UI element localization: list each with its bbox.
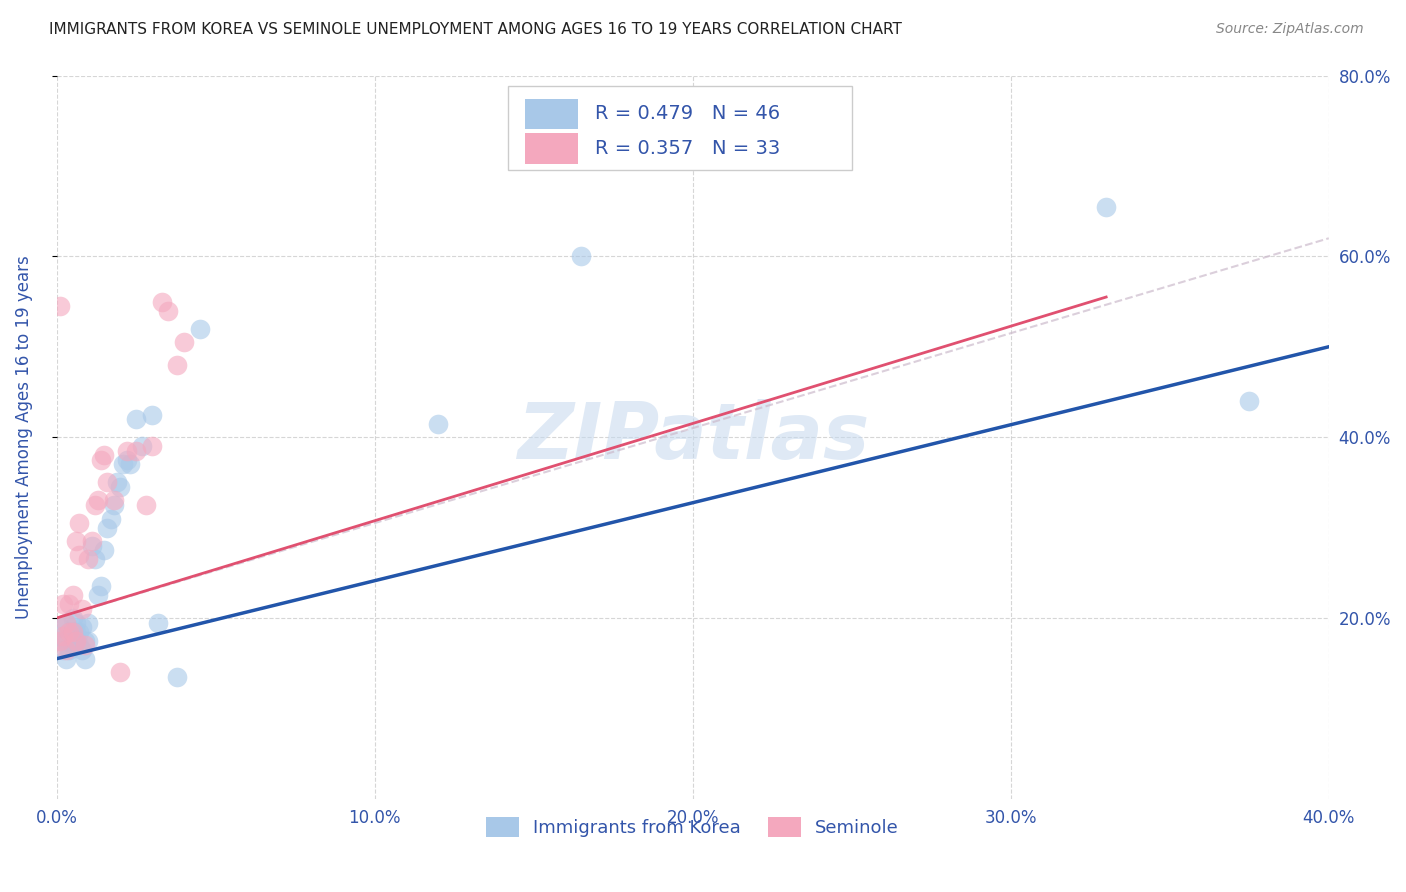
Point: [83, 552, 105, 566]
Text: Source: ZipAtlas.com: Source: ZipAtlas.com: [1216, 22, 1364, 37]
Point: [75, 638, 97, 652]
Point: [135, 498, 157, 512]
Point: [58, 624, 80, 639]
Point: [110, 480, 132, 494]
Point: [166, 358, 188, 372]
Point: [52, 629, 75, 643]
Point: [115, 443, 138, 458]
Point: [80, 534, 103, 549]
Point: [90, 579, 112, 593]
Point: [55, 651, 77, 665]
Point: [141, 408, 163, 422]
Point: [93, 543, 115, 558]
Point: [58, 642, 80, 657]
Point: [62, 611, 84, 625]
Point: [118, 458, 141, 472]
Text: ZIPatlas: ZIPatlas: [516, 400, 869, 475]
Point: [49, 299, 72, 313]
Point: [141, 439, 163, 453]
Point: [166, 670, 188, 684]
Point: [150, 294, 173, 309]
Point: [156, 303, 179, 318]
Point: [52, 629, 75, 643]
Point: [52, 642, 75, 657]
Point: [62, 624, 84, 639]
Point: [75, 651, 97, 665]
Point: [70, 602, 93, 616]
Point: [70, 642, 93, 657]
Point: [110, 665, 132, 680]
Point: [105, 475, 128, 490]
Point: [77, 552, 100, 566]
Point: [83, 498, 105, 512]
Point: [58, 598, 80, 612]
Point: [1095, 200, 1118, 214]
Point: [96, 520, 118, 534]
Y-axis label: Unemployment Among Ages 16 to 19 years: Unemployment Among Ages 16 to 19 years: [15, 255, 32, 619]
Point: [67, 548, 90, 562]
Point: [77, 615, 100, 630]
Point: [87, 493, 110, 508]
Point: [55, 642, 77, 657]
Point: [49, 633, 72, 648]
Point: [65, 633, 87, 648]
Point: [52, 598, 75, 612]
Point: [62, 638, 84, 652]
Point: [67, 624, 90, 639]
Point: [569, 249, 592, 263]
Point: [115, 452, 138, 467]
Point: [55, 615, 77, 630]
Point: [96, 475, 118, 490]
Point: [188, 321, 211, 335]
Point: [103, 498, 125, 512]
Point: [58, 624, 80, 639]
Point: [49, 620, 72, 634]
FancyBboxPatch shape: [508, 87, 852, 169]
Point: [67, 516, 90, 530]
Point: [112, 458, 135, 472]
Legend: Immigrants from Korea, Seminole: Immigrants from Korea, Seminole: [479, 810, 905, 844]
Point: [62, 588, 84, 602]
Point: [103, 493, 125, 508]
Point: [75, 633, 97, 648]
Point: [93, 448, 115, 462]
Point: [62, 624, 84, 639]
Point: [1239, 394, 1261, 409]
FancyBboxPatch shape: [524, 134, 578, 164]
Point: [173, 335, 195, 350]
Point: [131, 439, 153, 453]
Text: R = 0.357   N = 33: R = 0.357 N = 33: [595, 139, 780, 158]
Point: [65, 615, 87, 630]
Point: [77, 633, 100, 648]
Point: [100, 511, 122, 525]
Point: [55, 633, 77, 648]
Point: [70, 620, 93, 634]
Point: [125, 412, 148, 426]
Point: [65, 633, 87, 648]
Point: [49, 633, 72, 648]
Point: [65, 624, 87, 639]
Point: [427, 417, 450, 431]
Point: [87, 588, 110, 602]
FancyBboxPatch shape: [524, 99, 578, 129]
Point: [55, 615, 77, 630]
Point: [80, 539, 103, 553]
Point: [148, 615, 170, 630]
Text: R = 0.479   N = 46: R = 0.479 N = 46: [595, 104, 780, 123]
Point: [65, 534, 87, 549]
Point: [67, 638, 90, 652]
Text: IMMIGRANTS FROM KOREA VS SEMINOLE UNEMPLOYMENT AMONG AGES 16 TO 19 YEARS CORRELA: IMMIGRANTS FROM KOREA VS SEMINOLE UNEMPL…: [49, 22, 903, 37]
Point: [125, 443, 148, 458]
Point: [90, 452, 112, 467]
